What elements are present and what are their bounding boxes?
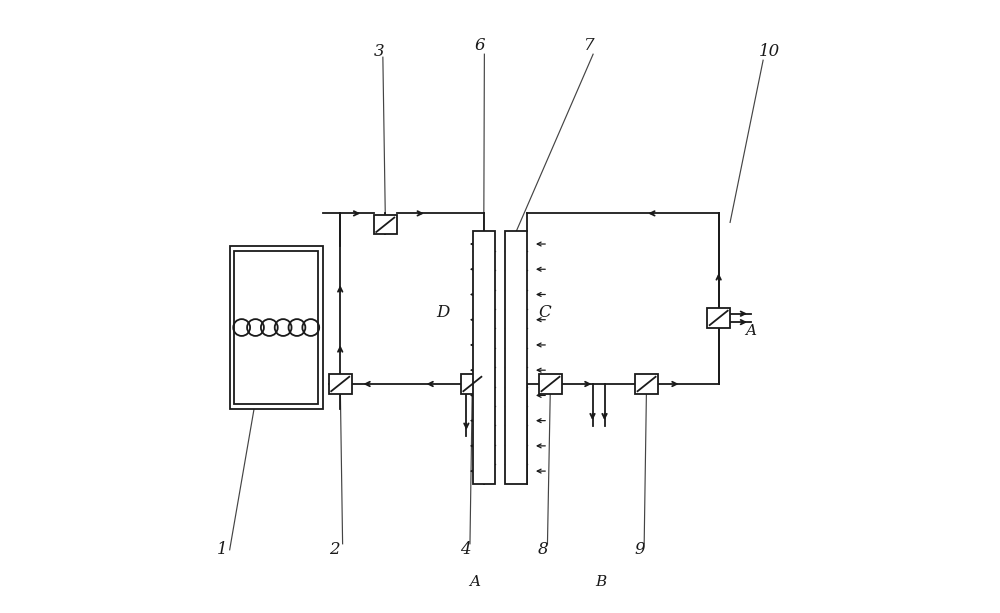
Bar — [473, 231, 495, 484]
Text: D: D — [436, 304, 450, 321]
Text: 3: 3 — [373, 43, 384, 59]
Text: 4: 4 — [460, 541, 471, 558]
Text: B: B — [595, 574, 607, 588]
Text: 9: 9 — [635, 541, 645, 558]
Text: 8: 8 — [538, 541, 549, 558]
Bar — [230, 246, 323, 409]
Bar — [234, 251, 318, 404]
Text: 2: 2 — [329, 541, 340, 558]
Bar — [374, 215, 397, 234]
Bar — [505, 231, 527, 484]
Bar — [707, 308, 730, 327]
Text: 7: 7 — [584, 37, 594, 54]
Bar — [461, 375, 484, 394]
Bar — [539, 375, 562, 394]
Text: 6: 6 — [475, 37, 485, 54]
Bar — [635, 375, 658, 394]
Text: 1: 1 — [217, 541, 228, 558]
Bar — [329, 375, 352, 394]
Text: 10: 10 — [759, 43, 780, 59]
Text: A: A — [746, 324, 757, 338]
Text: A: A — [469, 574, 480, 588]
Text: C: C — [539, 304, 551, 321]
